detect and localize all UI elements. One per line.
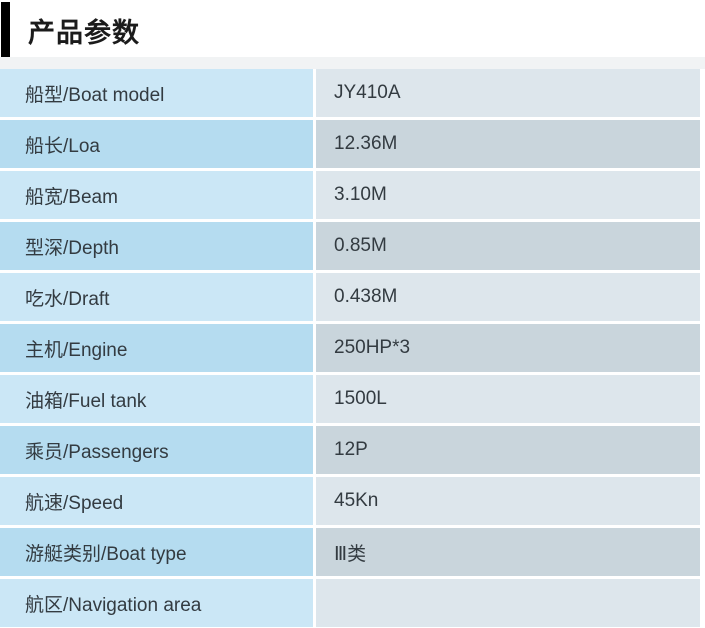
spec-row: 主机/Engine 250HP*3 xyxy=(0,324,705,372)
spec-label-cell: 油箱/Fuel tank xyxy=(0,375,313,423)
spec-value-cell xyxy=(316,579,700,627)
spec-value-cell: 250HP*3 xyxy=(316,324,700,372)
spec-row: 船长/Loa 12.36M xyxy=(0,120,705,168)
section-header: 产品参数 xyxy=(0,0,705,57)
spec-label: 乘员/Passengers xyxy=(25,441,169,463)
spec-label-cell: 航速/Speed xyxy=(0,477,313,525)
spec-label-cell: 主机/Engine xyxy=(0,324,313,372)
spec-value: Ⅲ类 xyxy=(334,543,367,565)
spec-value-cell: 0.85M xyxy=(316,222,700,270)
spec-label: 油箱/Fuel tank xyxy=(25,390,147,412)
spec-value-cell: 1500L xyxy=(316,375,700,423)
spec-label: 船型/Boat model xyxy=(25,84,165,106)
spec-label: 游艇类别/Boat type xyxy=(25,543,187,565)
spec-label: 船长/Loa xyxy=(25,135,100,157)
spec-value: 45Kn xyxy=(334,490,379,511)
spec-row: 游艇类别/Boat type Ⅲ类 xyxy=(0,528,705,576)
spec-row: 船型/Boat model JY410A xyxy=(0,69,705,117)
spec-label-cell: 船宽/Beam xyxy=(0,171,313,219)
spec-value-cell: 3.10M xyxy=(316,171,700,219)
spec-label-cell: 吃水/Draft xyxy=(0,273,313,321)
page-title: 产品参数 xyxy=(28,17,140,48)
spec-value-cell: 12P xyxy=(316,426,700,474)
spec-label: 吃水/Draft xyxy=(25,288,110,310)
spec-label-cell: 航区/Navigation area xyxy=(0,579,313,627)
spec-label-cell: 船型/Boat model xyxy=(0,69,313,117)
spec-value-cell: JY410A xyxy=(316,69,700,117)
spec-value-cell: Ⅲ类 xyxy=(316,528,700,576)
spec-label-cell: 游艇类别/Boat type xyxy=(0,528,313,576)
spec-value: 12.36M xyxy=(334,133,398,154)
spec-label: 航区/Navigation area xyxy=(25,594,202,616)
spec-value: JY410A xyxy=(334,82,401,103)
spec-value: 0.438M xyxy=(334,286,398,307)
spec-label: 航速/Speed xyxy=(25,492,124,514)
spec-value: 0.85M xyxy=(334,235,387,256)
spec-label: 船宽/Beam xyxy=(25,186,118,208)
spec-row: 航速/Speed 45Kn xyxy=(0,477,705,525)
spec-value-cell: 12.36M xyxy=(316,120,700,168)
spec-value: 250HP*3 xyxy=(334,337,411,358)
spec-row: 船宽/Beam 3.10M xyxy=(0,171,705,219)
spec-label-cell: 乘员/Passengers xyxy=(0,426,313,474)
spec-table: 船型/Boat model JY410A 船长/Loa 12.36M 船宽/Be… xyxy=(0,69,705,627)
spec-value-cell: 45Kn xyxy=(316,477,700,525)
spec-value-cell: 0.438M xyxy=(316,273,700,321)
spec-row: 型深/Depth 0.85M xyxy=(0,222,705,270)
spec-label-cell: 型深/Depth xyxy=(0,222,313,270)
spec-label-cell: 船长/Loa xyxy=(0,120,313,168)
spec-value: 1500L xyxy=(334,388,387,409)
spec-value: 12P xyxy=(334,439,368,460)
spec-row: 油箱/Fuel tank 1500L xyxy=(0,375,705,423)
accent-bar xyxy=(1,2,10,57)
spec-row: 吃水/Draft 0.438M xyxy=(0,273,705,321)
header-divider xyxy=(0,57,705,69)
spec-label: 型深/Depth xyxy=(25,237,119,259)
spec-label: 主机/Engine xyxy=(25,339,128,361)
spec-row: 乘员/Passengers 12P xyxy=(0,426,705,474)
spec-value: 3.10M xyxy=(334,184,387,205)
spec-row: 航区/Navigation area xyxy=(0,579,705,627)
